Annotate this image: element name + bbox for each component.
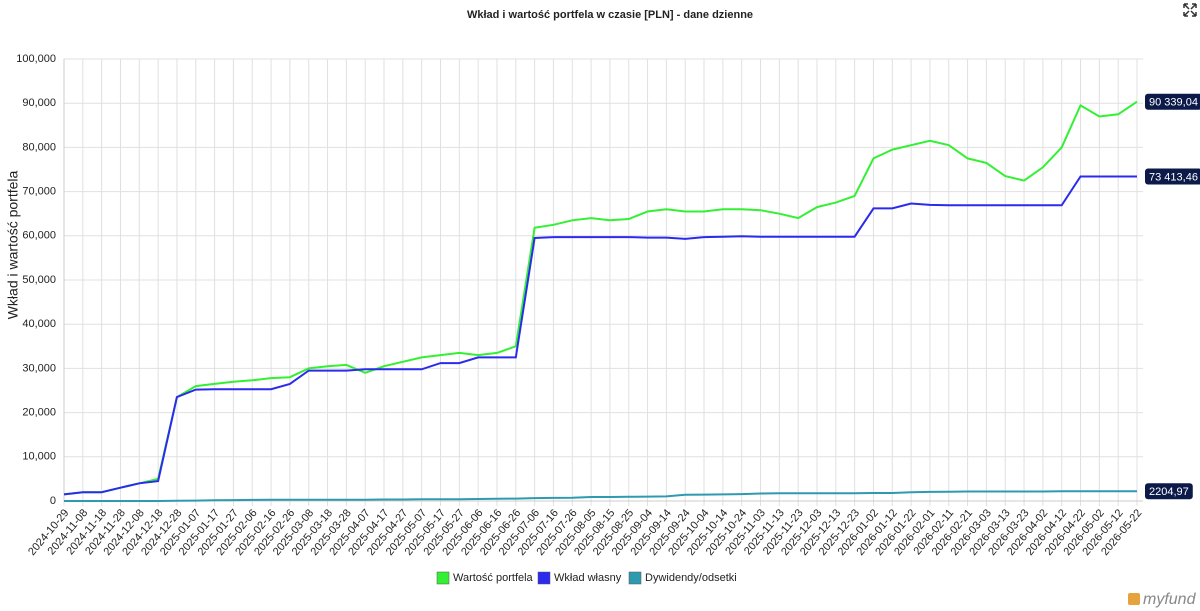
y-tick-label: 0 — [50, 495, 56, 507]
legend-label: Wkład własny — [554, 572, 622, 584]
value-label: 2204,97 — [1145, 483, 1193, 500]
chart-title: Wkład i wartość portfela w czasie [PLN] … — [467, 9, 753, 21]
legend-label: Dywidendy/odsetki — [645, 572, 737, 584]
legend-item[interactable]: Dywidendy/odsetki — [628, 571, 737, 585]
fullscreen-icon[interactable] — [1183, 3, 1197, 17]
brand: myfund — [1143, 591, 1197, 608]
y-tick-label: 10,000 — [22, 451, 56, 463]
legend-label: Wartość portfela — [453, 572, 534, 584]
y-tick-label: 70,000 — [22, 186, 56, 198]
value-label: 90 339,04 — [1145, 93, 1200, 110]
value-label-text: 90 339,04 — [1149, 97, 1198, 109]
y-tick-label: 80,000 — [22, 141, 56, 153]
series-line — [63, 100, 1138, 496]
y-tick-label: 30,000 — [22, 362, 56, 374]
value-label: 73 413,46 — [1145, 168, 1200, 185]
y-tick-label: 90,000 — [22, 97, 56, 109]
legend-item[interactable]: Wartość portfela — [436, 571, 534, 585]
series-line — [64, 490, 1137, 502]
legend-swatch — [436, 571, 450, 585]
value-label-text: 2204,97 — [1149, 486, 1189, 498]
legend-swatch — [537, 571, 551, 585]
y-tick-label: 20,000 — [22, 407, 56, 419]
y-tick-label: 40,000 — [22, 318, 56, 330]
legend-item[interactable]: Wkład własny — [537, 571, 622, 585]
series-line — [63, 175, 1137, 496]
y-tick-label: 50,000 — [22, 274, 56, 286]
legend-swatch — [628, 571, 642, 585]
y-tick-label: 100,000 — [16, 53, 56, 65]
brand-icon — [1128, 593, 1140, 605]
value-label-text: 73 413,46 — [1149, 171, 1198, 183]
value-label-box — [1145, 93, 1200, 110]
value-label-box — [1145, 483, 1193, 500]
value-label-box — [1145, 168, 1200, 185]
y-axis-label: Wkład i wartość portfela — [5, 170, 21, 319]
y-tick-label: 60,000 — [22, 230, 56, 242]
